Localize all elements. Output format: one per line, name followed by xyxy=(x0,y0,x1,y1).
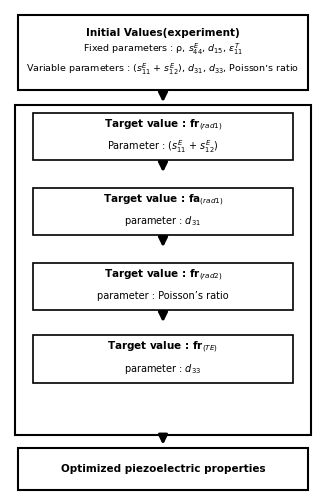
Text: Fixed parameters : ρ, $s_{44}^E$, $d_{15}$, $\varepsilon_{11}^T$: Fixed parameters : ρ, $s_{44}^E$, $d_{15… xyxy=(83,42,243,57)
Text: Target value : fr$_{(rad2)}$: Target value : fr$_{(rad2)}$ xyxy=(104,268,222,283)
FancyBboxPatch shape xyxy=(18,15,308,90)
Text: parameter : $d_{31}$: parameter : $d_{31}$ xyxy=(125,214,201,228)
FancyBboxPatch shape xyxy=(33,188,293,235)
Text: Target value : fr$_{(TE)}$: Target value : fr$_{(TE)}$ xyxy=(108,340,218,355)
FancyBboxPatch shape xyxy=(33,335,293,382)
Text: Target value : fa$_{(rad1)}$: Target value : fa$_{(rad1)}$ xyxy=(103,192,223,208)
Text: Target value : fr$_{(rad1)}$: Target value : fr$_{(rad1)}$ xyxy=(104,118,222,133)
Text: Initial Values(experiment): Initial Values(experiment) xyxy=(86,28,240,38)
FancyBboxPatch shape xyxy=(15,105,311,435)
FancyBboxPatch shape xyxy=(33,112,293,160)
FancyBboxPatch shape xyxy=(18,448,308,490)
Text: parameter : $d_{33}$: parameter : $d_{33}$ xyxy=(125,362,201,376)
Text: parameter : Poisson’s ratio: parameter : Poisson’s ratio xyxy=(97,291,229,301)
FancyBboxPatch shape xyxy=(33,262,293,310)
Text: Optimized piezoelectric properties: Optimized piezoelectric properties xyxy=(61,464,265,474)
Text: Parametric estimation(FEM): Parametric estimation(FEM) xyxy=(80,114,246,124)
Text: Variable parameters : ($s_{11}^E$ + $s_{12}^E$), $d_{31}$, $d_{33}$, Poisson’s r: Variable parameters : ($s_{11}^E$ + $s_{… xyxy=(26,62,300,76)
Text: Parameter : ($s_{11}^E$ + $s_{12}^E$): Parameter : ($s_{11}^E$ + $s_{12}^E$) xyxy=(107,138,219,154)
